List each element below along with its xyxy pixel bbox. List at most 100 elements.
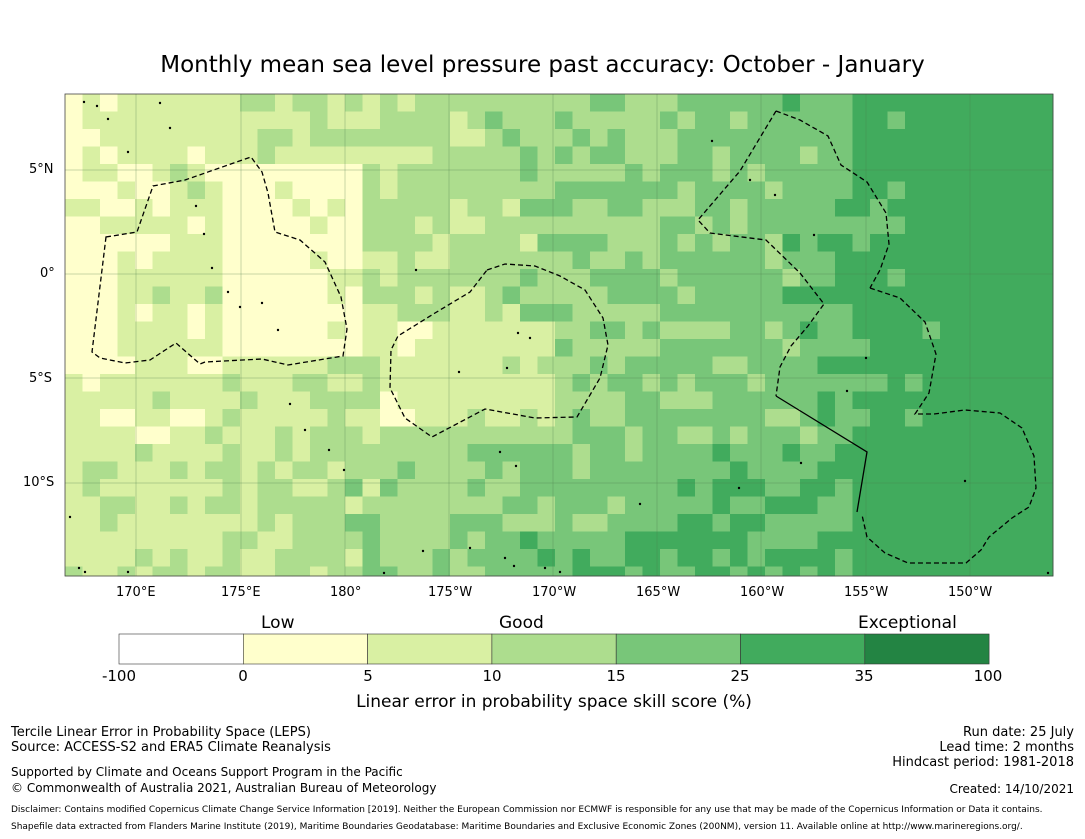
map-cell [240,251,258,270]
map-cell [432,234,451,252]
map-cell [502,356,521,375]
map-cell [485,391,503,410]
map-cell [537,374,556,392]
map-cell [957,94,976,112]
map-cell [362,94,381,112]
map-cell [852,514,871,532]
map-cell [502,269,521,287]
map-cell [432,566,451,577]
map-cell [380,461,398,480]
map-cell [782,269,801,287]
map-cell [1027,374,1046,392]
map-cell [1027,566,1046,577]
map-cell [170,216,188,235]
map-cell [695,129,713,147]
map-cell [555,444,573,462]
map-cell [922,514,941,532]
map-cell [170,251,188,270]
map-cell [117,479,136,497]
map-cell [275,496,293,515]
map-cell [800,374,818,392]
map-cell [922,199,941,217]
map-cell [152,304,171,322]
map-cell [82,199,101,217]
map-cell [712,409,731,427]
map-cell [415,251,433,270]
map-cell [345,216,363,235]
map-cell [467,531,486,550]
map-cell [82,426,101,445]
map-cell [835,269,853,287]
map-cell [292,94,311,112]
map-cell [765,286,783,305]
map-cell [292,269,311,287]
map-cell [345,304,363,322]
map-cell [555,426,573,445]
map-cell [835,339,853,357]
map-cell [747,374,766,392]
island [342,468,346,472]
map-cell [380,251,398,270]
map-cell [257,339,276,357]
map-cell [152,199,171,217]
map-cell [712,444,731,462]
map-cell [327,234,346,252]
map-cell [800,321,818,340]
map-cell [922,164,941,182]
map-cell [205,374,223,392]
map-cell [537,304,556,322]
map-cell [450,444,468,462]
map-cell [660,129,678,147]
map-cell [537,164,556,182]
map-cell [800,479,818,497]
map-cell [730,129,748,147]
map-cell [485,94,503,112]
map-cell [642,129,661,147]
map-cell [327,129,346,147]
map-cell [905,374,923,392]
map-cell [765,356,783,375]
map-cell [712,234,731,252]
map-cell [65,129,83,147]
map-cell [1045,426,1054,445]
map-cell [327,461,346,480]
map-cell [502,496,521,515]
map-cell [82,111,101,130]
map-cell [922,391,941,410]
map-cell [310,111,328,130]
map-gridlines [65,94,1053,576]
map-cell [695,339,713,357]
map-cell [870,129,888,147]
map-cell [292,111,311,130]
map-cell [677,339,696,357]
map-cell [957,164,976,182]
map-cell [170,514,188,532]
map-cell [327,111,346,130]
map-cell [660,426,678,445]
map-cell [905,164,923,182]
map-cell [520,164,538,182]
map-cell [730,304,748,322]
map-cell [450,391,468,410]
map-cell [992,479,1011,497]
map-cell [992,129,1011,147]
map-cell [607,426,626,445]
map-cell [590,304,608,322]
map-cell [957,444,976,462]
map-cell [275,461,293,480]
map-cell [642,391,661,410]
map-cell [572,444,591,462]
map-cell [852,374,871,392]
map-cell [135,199,153,217]
map-cell [800,146,818,165]
map-cell [310,251,328,270]
map-cell [135,566,153,577]
map-cell [117,409,136,427]
map-cell [555,251,573,270]
map-cell [485,426,503,445]
map-cell [782,146,801,165]
footer-support: Supported by Climate and Oceans Support … [11,765,403,779]
map-cell [205,234,223,252]
map-cell [887,251,906,270]
map-cell [835,164,853,182]
